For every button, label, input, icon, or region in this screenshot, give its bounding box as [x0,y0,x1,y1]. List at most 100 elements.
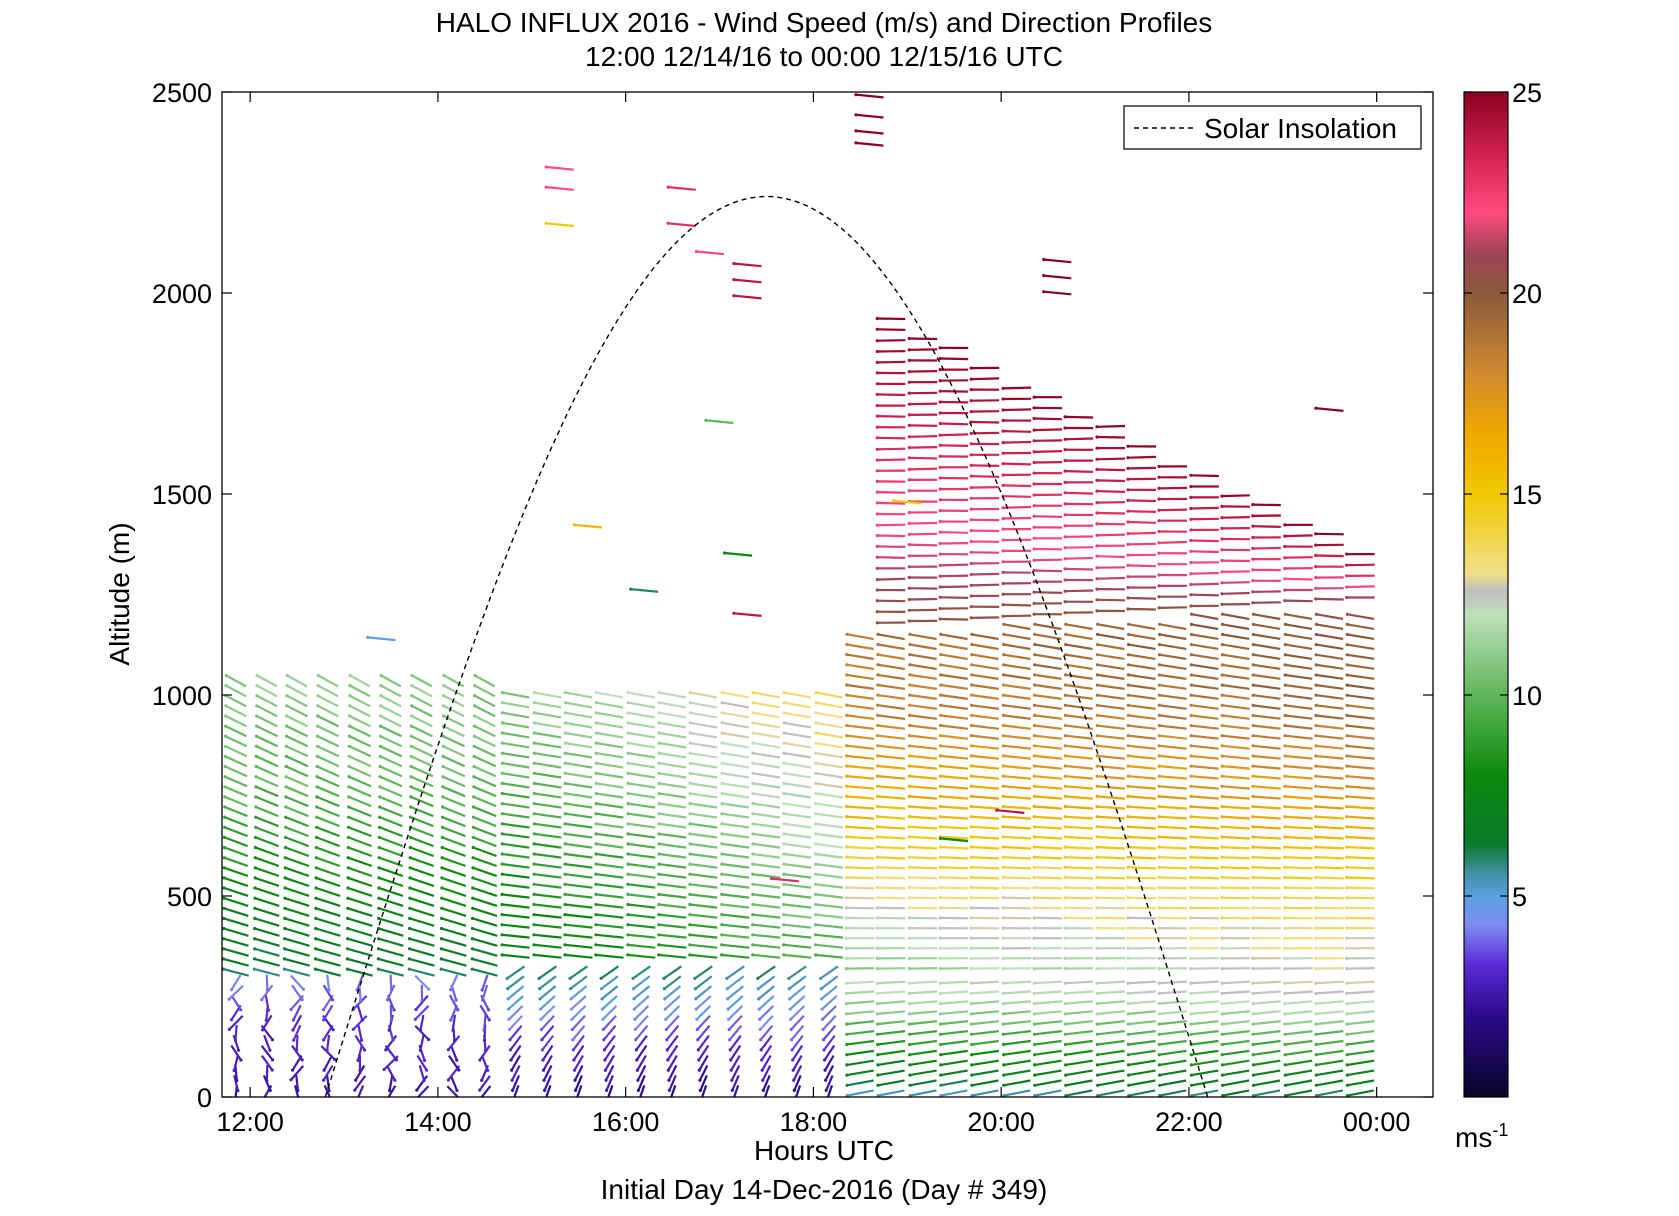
wind-barb-head [969,774,974,778]
wind-barb [760,1034,773,1051]
wind-barb [1158,896,1188,900]
wind-barb-head [969,1032,974,1036]
wind-barb [877,886,906,890]
wind-barb-head [1157,606,1161,610]
wind-barb [224,846,249,858]
wind-barb-head [1283,622,1287,627]
wind-barb-head [688,882,692,886]
wind-barb [1284,866,1313,870]
wind-barb-head [662,976,666,981]
wind-barb [815,792,844,799]
wind-barb-head [1283,875,1287,880]
wind-barb [316,846,341,858]
wind-barb-head [1157,1022,1161,1026]
wind-barb-head [470,937,474,941]
wind-barb [502,832,530,839]
wind-barb [1191,643,1219,650]
wind-barb [971,724,1000,730]
wind-barb-head [363,1048,367,1052]
wind-barb-head [1032,936,1036,940]
wind-barb-head [938,916,942,920]
wind-barb-head [1314,754,1318,758]
wind-barb-head [626,953,630,957]
wind-barb-head [410,673,414,678]
wind-barb-head [969,936,973,940]
wind-barb-head [876,713,880,718]
wind-barb-head [1032,482,1036,486]
wind-barb [815,752,843,759]
wind-barb [1347,1059,1375,1066]
wind-barb [909,633,937,641]
wind-barb [1252,846,1281,850]
wind-barb [940,764,969,770]
wind-barb-head [844,991,849,996]
wind-barb-head [1157,653,1162,657]
wind-barb [846,633,874,641]
wind-barb [1222,633,1250,640]
wind-barb [940,906,969,910]
wind-barb-head [440,886,444,890]
wind-barb-head [1220,794,1224,799]
wind-barb-head [1063,754,1067,758]
wind-barb [783,863,812,869]
wind-barb-head [284,754,288,759]
wind-barb-head [471,916,475,921]
wind-barb [788,985,806,1000]
wind-barb [658,923,687,929]
wind-barb-head [657,731,661,735]
wind-barb-head [698,1078,702,1082]
wind-barb-head [1189,495,1193,499]
wind-barb [543,1074,552,1091]
wind-barb-head [662,987,667,991]
wind-barb-head [845,1063,849,1067]
wind-barb-head [1283,906,1287,910]
wind-barb [971,744,1000,750]
wind-barb [846,724,875,730]
wind-barb-head [629,587,633,591]
wind-barb [757,975,776,990]
wind-barb-head [1064,632,1068,637]
wind-barb [1003,886,1032,890]
wind-barb-head [508,1048,513,1052]
wind-barb [1315,694,1344,700]
wind-barb [255,836,279,848]
wind-barb [726,975,745,990]
wind-barb-head [500,923,504,927]
wind-barb-head [1001,418,1005,423]
wind-barb [1128,1089,1156,1097]
wind-barb [1127,906,1157,910]
wind-barb-head [751,771,755,775]
wind-barb-head [657,711,661,715]
wind-barb-head [688,943,692,947]
wind-barb [877,317,906,321]
wind-barb-head [1032,967,1036,971]
wind-barb [286,674,308,688]
wind-barb [659,711,687,719]
wind-barb-head [1063,794,1067,799]
wind-barb [877,980,906,985]
wind-barb-head [1314,643,1318,647]
wind-barb [1253,704,1281,710]
wind-barb [628,731,656,739]
wind-barb-head [594,751,598,755]
wind-barb-head [844,981,849,985]
wind-barb [1003,896,1032,900]
wind-barb [1003,714,1031,720]
wind-barb-head [542,1078,546,1082]
wind-barb-head [385,998,390,1002]
wind-barb-head [657,812,661,816]
wind-barb [1128,663,1156,670]
wind-barb [1253,673,1281,680]
wind-barb [285,846,310,858]
wind-barb [541,1024,555,1041]
wind-barb-head [854,113,858,117]
wind-barb [783,782,812,789]
wind-barb-head [720,933,724,937]
wind-barb [877,663,905,671]
wind-barb [815,873,844,879]
wind-barb-head [1345,653,1349,657]
wind-barb [291,984,304,1001]
wind-barb-head [594,691,599,695]
wind-barb-head [969,539,973,544]
wind-barb-head [500,741,504,745]
